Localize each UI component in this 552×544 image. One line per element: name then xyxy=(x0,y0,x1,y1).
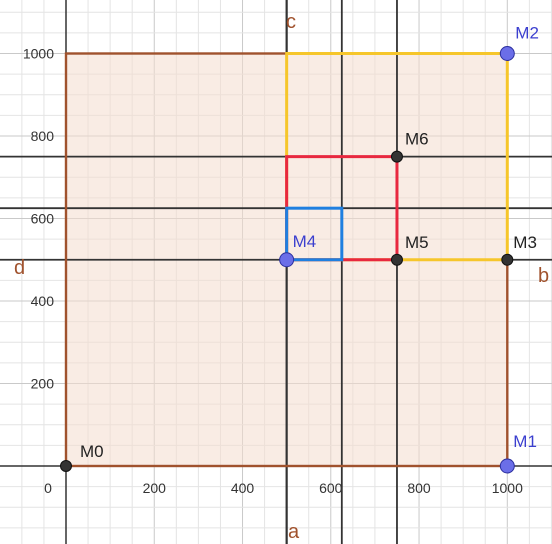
y-tick-label: 400 xyxy=(31,293,55,309)
y-tick-label: 200 xyxy=(31,376,55,392)
point-m0 xyxy=(60,460,72,472)
y-tick-label: 600 xyxy=(31,211,55,227)
point-label-m4: M4 xyxy=(293,232,317,251)
y-tick-label: 1000 xyxy=(23,46,54,62)
point-m4 xyxy=(279,252,295,268)
point-label-m5: M5 xyxy=(405,233,429,252)
point-m1 xyxy=(499,458,515,474)
blue-square xyxy=(285,206,344,262)
x-tick-label: 400 xyxy=(231,480,255,496)
y-tick-label: 800 xyxy=(31,128,55,144)
x-tick-label: 0 xyxy=(44,480,52,496)
line-labels: a b c d xyxy=(14,11,549,543)
line-label-c: c xyxy=(286,11,296,33)
point-m3 xyxy=(501,253,514,266)
point-m5 xyxy=(390,253,403,266)
line-label-a: a xyxy=(288,521,300,543)
points: M0 M1 M2 M3 M4 M5 M6 xyxy=(60,24,539,474)
point-m2 xyxy=(499,46,515,61)
point-label-m2: M2 xyxy=(515,24,539,43)
point-m6 xyxy=(390,150,403,163)
x-tick-label: 200 xyxy=(143,480,167,496)
point-label-m6: M6 xyxy=(405,130,429,149)
line-label-b: b xyxy=(538,265,549,287)
point-label-m1: M1 xyxy=(513,432,537,451)
x-tick-label: 600 xyxy=(319,480,343,496)
axis-tick-labels: 0 200 400 600 800 1000 200 400 600 800 1000 xyxy=(23,46,523,497)
x-tick-label: 800 xyxy=(407,480,431,496)
line-label-d: d xyxy=(14,257,25,279)
point-label-m0: M0 xyxy=(80,442,104,461)
point-label-m3: M3 xyxy=(513,233,537,252)
x-tick-label: 1000 xyxy=(492,480,523,496)
